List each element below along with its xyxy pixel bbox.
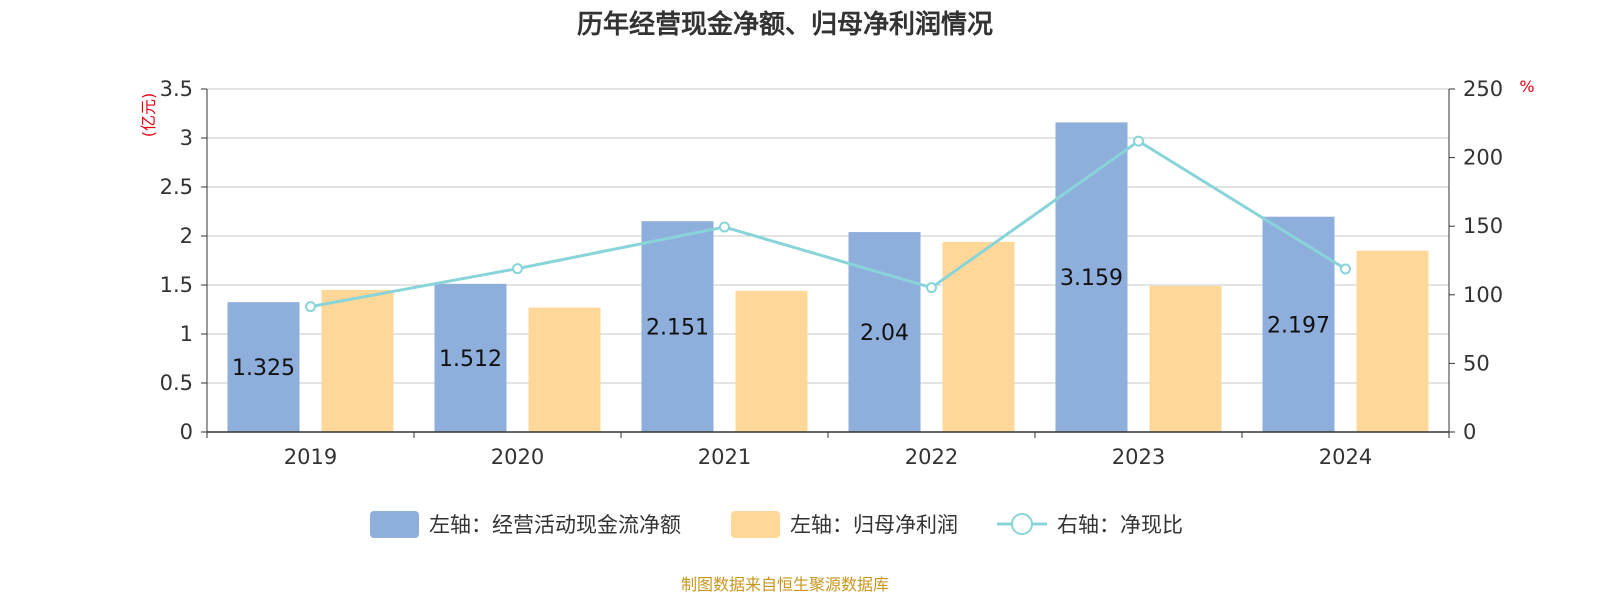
left-tick-label: 0.5 — [160, 371, 193, 395]
legend-label-cashflow: 左轴：经营活动现金流净额 — [429, 513, 681, 537]
net-profit-bar — [1356, 250, 1429, 432]
right-tick-label: 50 — [1463, 351, 1490, 375]
ratio-point — [512, 263, 523, 275]
ratio-point — [1340, 263, 1351, 275]
left-tick-label: 2.5 — [160, 175, 193, 199]
legend-swatch-net-profit — [731, 511, 780, 538]
cashflow-bar — [1262, 216, 1335, 432]
legend-marker-ratio — [1011, 513, 1033, 535]
x-tick-label: 2023 — [1112, 445, 1165, 469]
ratio-point — [305, 301, 316, 313]
grid-lines — [207, 88, 1449, 433]
x-tick-label: 2022 — [905, 445, 958, 469]
chart-title: 历年经营现金净额、归母净利润情况 — [577, 9, 993, 40]
legend-label-net-profit: 左轴：归母净利润 — [790, 513, 958, 537]
ratio-point — [1133, 135, 1144, 147]
left-axis-unit: (亿元) — [139, 93, 158, 138]
x-tick-label: 2019 — [284, 445, 337, 469]
net-profit-bar — [1149, 285, 1222, 432]
ratio-point — [719, 221, 730, 233]
right-axis-unit: % — [1519, 77, 1534, 96]
ratio-line — [305, 135, 1351, 313]
ratio-line-path — [310, 139, 1347, 309]
left-tick-label: 0 — [180, 420, 193, 444]
cashflow-bar — [227, 302, 300, 432]
x-tick-label: 2024 — [1319, 445, 1372, 469]
cashflow-data-label: 3.159 — [1060, 266, 1123, 291]
left-tick-label: 2 — [180, 224, 193, 248]
cashflow-data-label: 2.151 — [646, 316, 709, 341]
legend: 左轴：经营活动现金流净额 左轴：归母净利润 右轴：净现比 — [370, 511, 1183, 538]
net-profit-bar — [321, 289, 394, 432]
net-profit-bar — [942, 241, 1015, 432]
left-tick-label: 3.5 — [160, 77, 193, 101]
cashflow-bar — [434, 283, 507, 432]
legend-label-ratio: 右轴：净现比 — [1057, 513, 1183, 537]
x-tick-label: 2021 — [698, 445, 751, 469]
right-tick-label: 200 — [1463, 146, 1503, 170]
left-tick-label: 1.5 — [160, 273, 193, 297]
net-profit-bar — [528, 307, 601, 432]
cashflow-data-label: 1.512 — [439, 347, 502, 372]
source-note: 制图数据来自恒生聚源数据库 — [681, 575, 889, 594]
axes: 0 0.5 1 1.5 2 2.5 3 3.5 0 50 100 150 200 250 2019 2020 2… — [160, 77, 1504, 469]
cashflow-bar — [641, 221, 714, 432]
net-profit-bar — [735, 290, 808, 432]
right-tick-label: 250 — [1463, 77, 1503, 101]
cashflow-data-label: 2.197 — [1267, 313, 1330, 338]
left-tick-label: 3 — [180, 126, 193, 150]
cashflow-data-label: 1.325 — [232, 356, 295, 381]
ratio-point — [926, 282, 937, 294]
cashflow-data-label: 2.04 — [860, 321, 909, 346]
right-tick-label: 0 — [1463, 420, 1476, 444]
x-tick-label: 2020 — [491, 445, 544, 469]
right-tick-label: 100 — [1463, 283, 1503, 307]
bars: 1.325 1.512 2.151 2.04 3.159 2.197 — [227, 122, 1429, 432]
left-tick-label: 1 — [180, 322, 193, 346]
right-tick-label: 150 — [1463, 214, 1503, 238]
legend-swatch-cashflow — [370, 511, 419, 538]
